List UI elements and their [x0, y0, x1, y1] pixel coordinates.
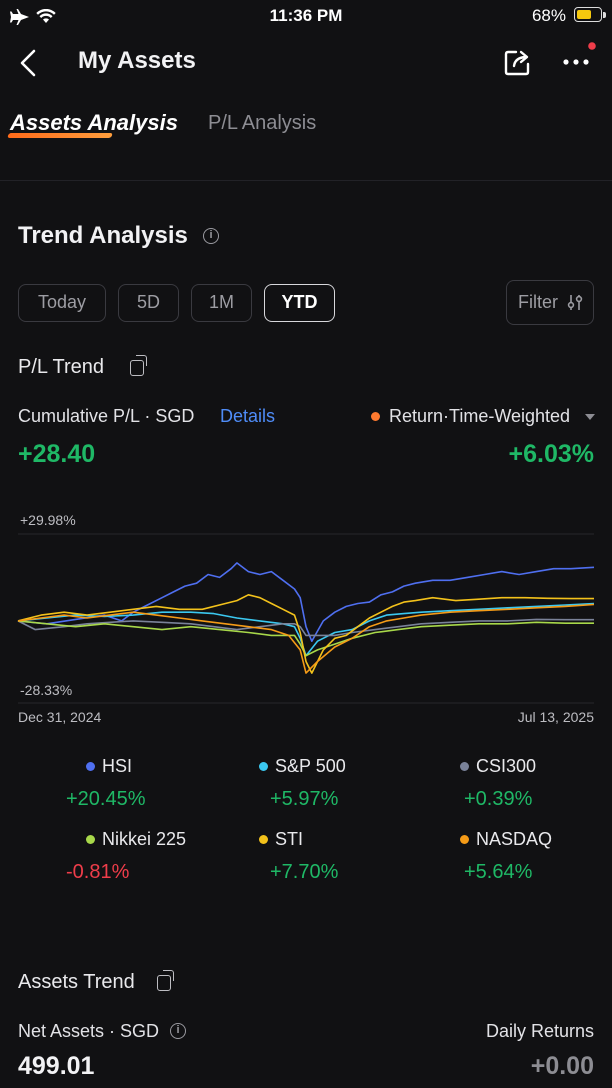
divider [0, 180, 612, 181]
legend-dot [259, 835, 268, 844]
x-start-label: Dec 31, 2024 [18, 709, 102, 725]
battery-tip [603, 12, 606, 18]
legend-dot [86, 762, 95, 771]
wifi-icon [36, 9, 56, 23]
legend-name[interactable]: NASDAQ [476, 829, 553, 849]
x-end-label: Jul 13, 2025 [517, 709, 594, 725]
copy-icon-back [163, 970, 174, 981]
series-line-nasdaq [17, 603, 595, 674]
series-line-csi300 [17, 618, 594, 637]
caret-down-icon[interactable] [585, 414, 595, 421]
status-bar: 11:36 PM 68% [0, 0, 612, 32]
copy-icon[interactable] [130, 360, 144, 376]
net-assets-label: Net Assets · SGD [18, 1021, 160, 1041]
status-time: 11:36 PM [269, 6, 343, 25]
y-bottom-label: -28.33% [20, 682, 73, 698]
series-line-s-p-500 [17, 602, 595, 657]
legend-dot [259, 762, 268, 771]
net-assets-value: 499.01 [18, 1052, 95, 1080]
legend-value: +20.45% [66, 788, 146, 810]
trend-analysis-title: Trend Analysis [18, 222, 188, 249]
airplane-icon [10, 9, 29, 25]
daily-returns-label: Daily Returns [485, 1021, 594, 1041]
copy-icon[interactable] [157, 975, 171, 991]
legend-value: +5.64% [464, 861, 533, 883]
back-icon[interactable] [18, 48, 38, 78]
daily-returns-value: +0.00 [530, 1052, 594, 1080]
legend-name[interactable]: HSI [102, 756, 133, 776]
more-icon[interactable] [560, 40, 600, 70]
sliders-icon [567, 295, 583, 310]
info-icon[interactable]: i [170, 1023, 186, 1039]
return-value: +6.03% [508, 440, 595, 468]
pl-trend-title: P/L Trend [18, 356, 104, 378]
details-link[interactable]: Details [220, 406, 276, 426]
legend-value: +5.97% [270, 788, 339, 810]
cumulative-pl-value: +28.40 [18, 440, 96, 468]
legend-dot [460, 762, 469, 771]
legend-name[interactable]: STI [275, 829, 304, 849]
tab-pl-analysis[interactable]: P/L Analysis [208, 112, 317, 134]
info-icon[interactable]: i [203, 228, 219, 244]
copy-icon-back [136, 355, 147, 366]
notification-dot [588, 42, 596, 50]
pl-trend-chart[interactable] [0, 500, 612, 740]
period-today-button[interactable]: Today [18, 284, 106, 322]
legend-value: +0.39% [464, 788, 533, 810]
filter-label: Filter [518, 292, 558, 312]
battery-icon [574, 7, 602, 22]
legend-name[interactable]: Nikkei 225 [102, 829, 187, 849]
series-line-nikkei-225 [17, 620, 594, 657]
return-type-label[interactable]: Return·Time-Weighted [389, 406, 571, 426]
series-line-hsi [17, 562, 595, 642]
legend-name[interactable]: CSI300 [476, 756, 537, 776]
return-legend-dot [371, 412, 380, 421]
battery-percent: 68% [531, 6, 566, 25]
y-top-label: +29.98% [20, 512, 76, 528]
legend-dot [86, 835, 95, 844]
cumulative-pl-label: Cumulative P/L · SGD [18, 406, 195, 426]
period-ytd-button[interactable]: YTD [264, 284, 335, 322]
legend-dot [460, 835, 469, 844]
share-icon[interactable] [503, 47, 533, 77]
tab-assets-analysis[interactable]: Assets Analysis [10, 110, 178, 135]
series-line-sti [17, 594, 594, 674]
legend-value: -0.81% [66, 861, 130, 883]
filter-button[interactable]: Filter [506, 280, 594, 325]
assets-trend-title: Assets Trend [18, 971, 135, 993]
legend-value: +7.70% [270, 861, 339, 883]
period-1m-button[interactable]: 1M [191, 284, 252, 322]
period-5d-button[interactable]: 5D [118, 284, 179, 322]
legend-name[interactable]: S&P 500 [275, 756, 346, 776]
page-title: My Assets [78, 47, 196, 74]
